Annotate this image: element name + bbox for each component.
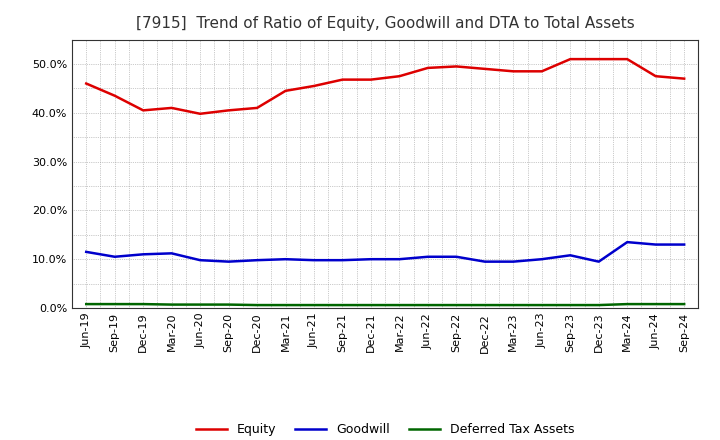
Deferred Tax Assets bbox=[282, 302, 290, 308]
Goodwill bbox=[338, 257, 347, 263]
Deferred Tax Assets bbox=[167, 302, 176, 307]
Deferred Tax Assets bbox=[310, 302, 318, 308]
Equity bbox=[110, 93, 119, 99]
Goodwill bbox=[537, 257, 546, 262]
Goodwill bbox=[395, 257, 404, 262]
Legend: Equity, Goodwill, Deferred Tax Assets: Equity, Goodwill, Deferred Tax Assets bbox=[191, 418, 580, 440]
Deferred Tax Assets bbox=[423, 302, 432, 308]
Equity bbox=[652, 73, 660, 79]
Line: Goodwill: Goodwill bbox=[86, 242, 684, 262]
Goodwill bbox=[82, 249, 91, 254]
Goodwill bbox=[623, 239, 631, 245]
Deferred Tax Assets bbox=[139, 301, 148, 307]
Goodwill bbox=[595, 259, 603, 264]
Equity bbox=[139, 108, 148, 113]
Equity bbox=[196, 111, 204, 117]
Equity bbox=[423, 65, 432, 70]
Deferred Tax Assets bbox=[196, 302, 204, 307]
Goodwill bbox=[310, 257, 318, 263]
Equity bbox=[338, 77, 347, 82]
Goodwill bbox=[423, 254, 432, 260]
Line: Deferred Tax Assets: Deferred Tax Assets bbox=[86, 304, 684, 305]
Deferred Tax Assets bbox=[680, 301, 688, 307]
Deferred Tax Assets bbox=[623, 301, 631, 307]
Goodwill bbox=[366, 257, 375, 262]
Goodwill bbox=[652, 242, 660, 247]
Goodwill bbox=[253, 257, 261, 263]
Goodwill bbox=[452, 254, 461, 260]
Goodwill bbox=[509, 259, 518, 264]
Equity bbox=[310, 83, 318, 88]
Deferred Tax Assets bbox=[82, 301, 91, 307]
Deferred Tax Assets bbox=[480, 302, 489, 308]
Equity bbox=[537, 69, 546, 74]
Deferred Tax Assets bbox=[110, 301, 119, 307]
Deferred Tax Assets bbox=[225, 302, 233, 307]
Goodwill bbox=[110, 254, 119, 260]
Line: Equity: Equity bbox=[86, 59, 684, 114]
Title: [7915]  Trend of Ratio of Equity, Goodwill and DTA to Total Assets: [7915] Trend of Ratio of Equity, Goodwil… bbox=[136, 16, 634, 32]
Equity bbox=[395, 73, 404, 79]
Goodwill bbox=[680, 242, 688, 247]
Equity bbox=[253, 105, 261, 110]
Equity bbox=[480, 66, 489, 72]
Equity bbox=[509, 69, 518, 74]
Equity bbox=[623, 56, 631, 62]
Deferred Tax Assets bbox=[509, 302, 518, 308]
Equity bbox=[225, 108, 233, 113]
Deferred Tax Assets bbox=[566, 302, 575, 308]
Goodwill bbox=[282, 257, 290, 262]
Equity bbox=[566, 56, 575, 62]
Deferred Tax Assets bbox=[537, 302, 546, 308]
Goodwill bbox=[566, 253, 575, 258]
Equity bbox=[452, 64, 461, 69]
Goodwill bbox=[480, 259, 489, 264]
Goodwill bbox=[225, 259, 233, 264]
Goodwill bbox=[167, 251, 176, 256]
Equity bbox=[366, 77, 375, 82]
Goodwill bbox=[139, 252, 148, 257]
Equity bbox=[595, 56, 603, 62]
Equity bbox=[82, 81, 91, 86]
Deferred Tax Assets bbox=[652, 301, 660, 307]
Equity bbox=[680, 76, 688, 81]
Deferred Tax Assets bbox=[395, 302, 404, 308]
Deferred Tax Assets bbox=[366, 302, 375, 308]
Equity bbox=[282, 88, 290, 93]
Equity bbox=[167, 105, 176, 110]
Deferred Tax Assets bbox=[452, 302, 461, 308]
Deferred Tax Assets bbox=[595, 302, 603, 308]
Deferred Tax Assets bbox=[253, 302, 261, 308]
Goodwill bbox=[196, 257, 204, 263]
Deferred Tax Assets bbox=[338, 302, 347, 308]
